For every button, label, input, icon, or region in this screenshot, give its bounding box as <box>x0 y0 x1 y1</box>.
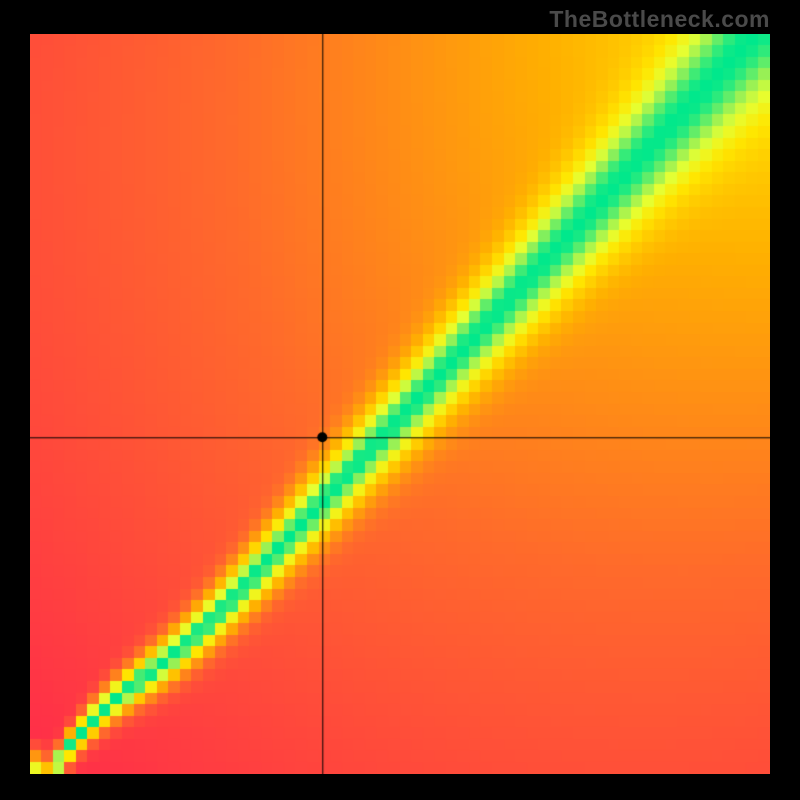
chart-frame: TheBottleneck.com <box>0 0 800 800</box>
bottleneck-heatmap <box>30 34 770 774</box>
watermark-text: TheBottleneck.com <box>549 6 770 33</box>
